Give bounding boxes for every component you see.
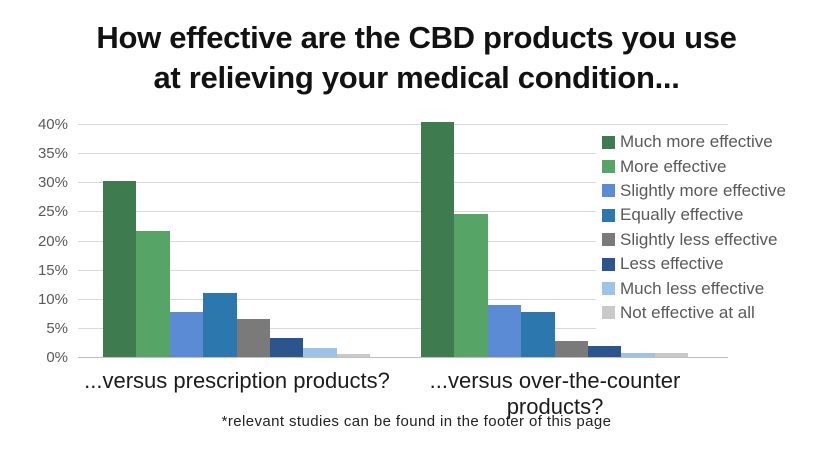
y-axis-tick-label: 15%: [37, 261, 68, 279]
legend-color-swatch: [602, 233, 615, 247]
legend-color-swatch: [602, 135, 615, 149]
legend-item: Slightly less effective: [602, 228, 786, 252]
bar: [554, 341, 588, 357]
bar: [203, 292, 237, 357]
legend-item: Much more effective: [602, 130, 786, 154]
y-axis-tick-label: 0%: [46, 349, 68, 366]
gridline: [78, 269, 728, 271]
gridline: [78, 153, 728, 155]
gridline: [78, 240, 728, 242]
bar: [521, 311, 555, 357]
bar: [621, 352, 655, 357]
legend-item: Equally effective: [602, 203, 786, 227]
bar: [487, 304, 522, 357]
bar: [454, 213, 488, 357]
y-axis-tick-label: 40%: [37, 116, 68, 133]
x-axis-label-prescription: ...versus prescription products?: [84, 368, 390, 393]
legend-item-label: Not effective at all: [620, 302, 755, 322]
legend-item-label: Equally effective: [620, 205, 744, 225]
legend-color-swatch: [602, 257, 615, 271]
legend-color-swatch: [602, 282, 615, 296]
y-axis-tick-label: 25%: [37, 203, 68, 221]
footnote: *relevant studies can be found in the fo…: [221, 413, 612, 430]
bar: [303, 347, 337, 357]
y-axis-tick-label: 30%: [37, 174, 68, 192]
legend-item-label: Slightly less effective: [620, 229, 778, 249]
legend-color-swatch: [602, 184, 615, 198]
bar: [587, 345, 622, 357]
legend-item: Much less effective: [602, 276, 786, 300]
legend-item-label: More effective: [620, 156, 727, 176]
legend-item: Less effective: [602, 252, 786, 276]
chart-title-line2: at relieving your medical condition...: [153, 60, 680, 95]
plot-area: 0% 5% 10% 15% 20% 25% 30% 35% 40% Much more effe…: [38, 116, 790, 366]
gridline: [78, 298, 728, 300]
legend-item-label: Much less effective: [620, 278, 765, 298]
legend-item: More effective: [602, 154, 786, 178]
legend: Much more effective More effective Slightl…: [596, 127, 790, 334]
legend-item: Slightly more effective: [602, 179, 786, 203]
y-axis-tick-label: 35%: [37, 145, 68, 163]
legend-item-label: Much more effective: [620, 132, 773, 152]
y-axis-tick-label: 10%: [37, 290, 68, 308]
bar: [654, 352, 688, 357]
legend-item: Not effective at all: [602, 301, 786, 325]
legend-item-label: Slightly more effective: [620, 180, 786, 200]
gridline: [78, 182, 728, 184]
legend-color-swatch: [602, 208, 615, 222]
chart-title: How effective are the CBD products you u…: [0, 18, 833, 98]
y-axis-tick-label: 5%: [46, 319, 68, 337]
gridline: [78, 327, 728, 329]
chart-title-line1: How effective are the CBD products you u…: [96, 20, 737, 55]
x-axis-line: [78, 357, 728, 358]
gridline: [78, 124, 728, 125]
bar: [136, 231, 170, 357]
legend-color-swatch: [602, 160, 615, 174]
bar-cluster: [103, 124, 370, 357]
y-axis-tick-label: 20%: [37, 232, 68, 250]
bar: [103, 181, 137, 357]
bar: [421, 122, 455, 357]
bar: [269, 338, 304, 357]
bar-cluster: [421, 122, 688, 357]
gridline: [78, 211, 728, 213]
bar: [169, 311, 204, 357]
legend-item-label: Less effective: [620, 254, 724, 274]
legend-color-swatch: [602, 306, 615, 320]
bar: [236, 319, 270, 357]
x-axis-label-over-the-counter: ...versus over-the-counter products?: [429, 368, 681, 419]
bar: [336, 353, 370, 357]
